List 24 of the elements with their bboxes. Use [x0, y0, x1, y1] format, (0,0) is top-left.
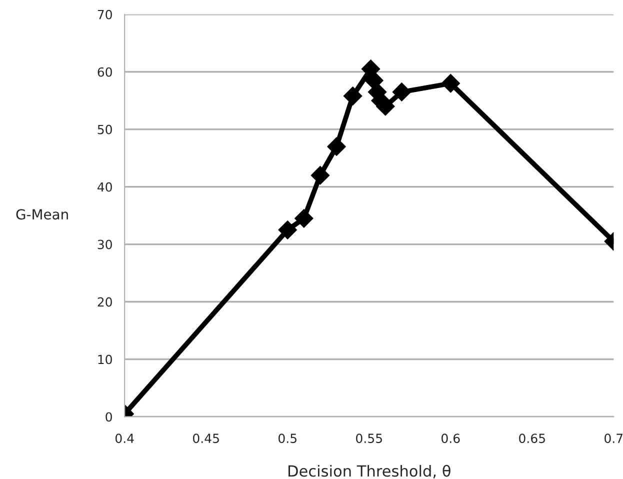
y-tick-label: 30 [98, 240, 112, 250]
point [278, 220, 297, 240]
x-axis-title: Decision Threshold, θ [288, 464, 450, 478]
point [441, 74, 460, 93]
x-tick-label: 0.7 [604, 434, 623, 444]
point [392, 82, 412, 102]
y-tick-label: 70 [98, 10, 112, 20]
x-tick-label: 0.45 [193, 434, 219, 444]
y-tick-label: 60 [98, 67, 112, 77]
point [343, 86, 362, 106]
x-tick-label: 0.5 [278, 434, 296, 444]
y-axis-title: G-Mean [16, 209, 68, 220]
x-tick-label: 0.4 [115, 434, 134, 444]
y-tick-label: 20 [98, 297, 112, 307]
point [310, 166, 330, 185]
y-tick-label: 0 [106, 412, 112, 422]
x-tick-label: 0.55 [356, 434, 382, 444]
y-tick-label: 10 [98, 354, 112, 364]
x-tick-label: 0.6 [442, 434, 460, 444]
point [327, 137, 346, 156]
point [294, 209, 314, 228]
y-tick-label: 40 [98, 182, 112, 192]
x-tick-label: 0.65 [519, 434, 545, 444]
y-tick-label: 50 [98, 124, 112, 134]
